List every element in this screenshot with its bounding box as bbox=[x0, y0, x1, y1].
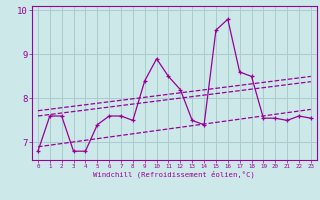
X-axis label: Windchill (Refroidissement éolien,°C): Windchill (Refroidissement éolien,°C) bbox=[93, 171, 255, 178]
